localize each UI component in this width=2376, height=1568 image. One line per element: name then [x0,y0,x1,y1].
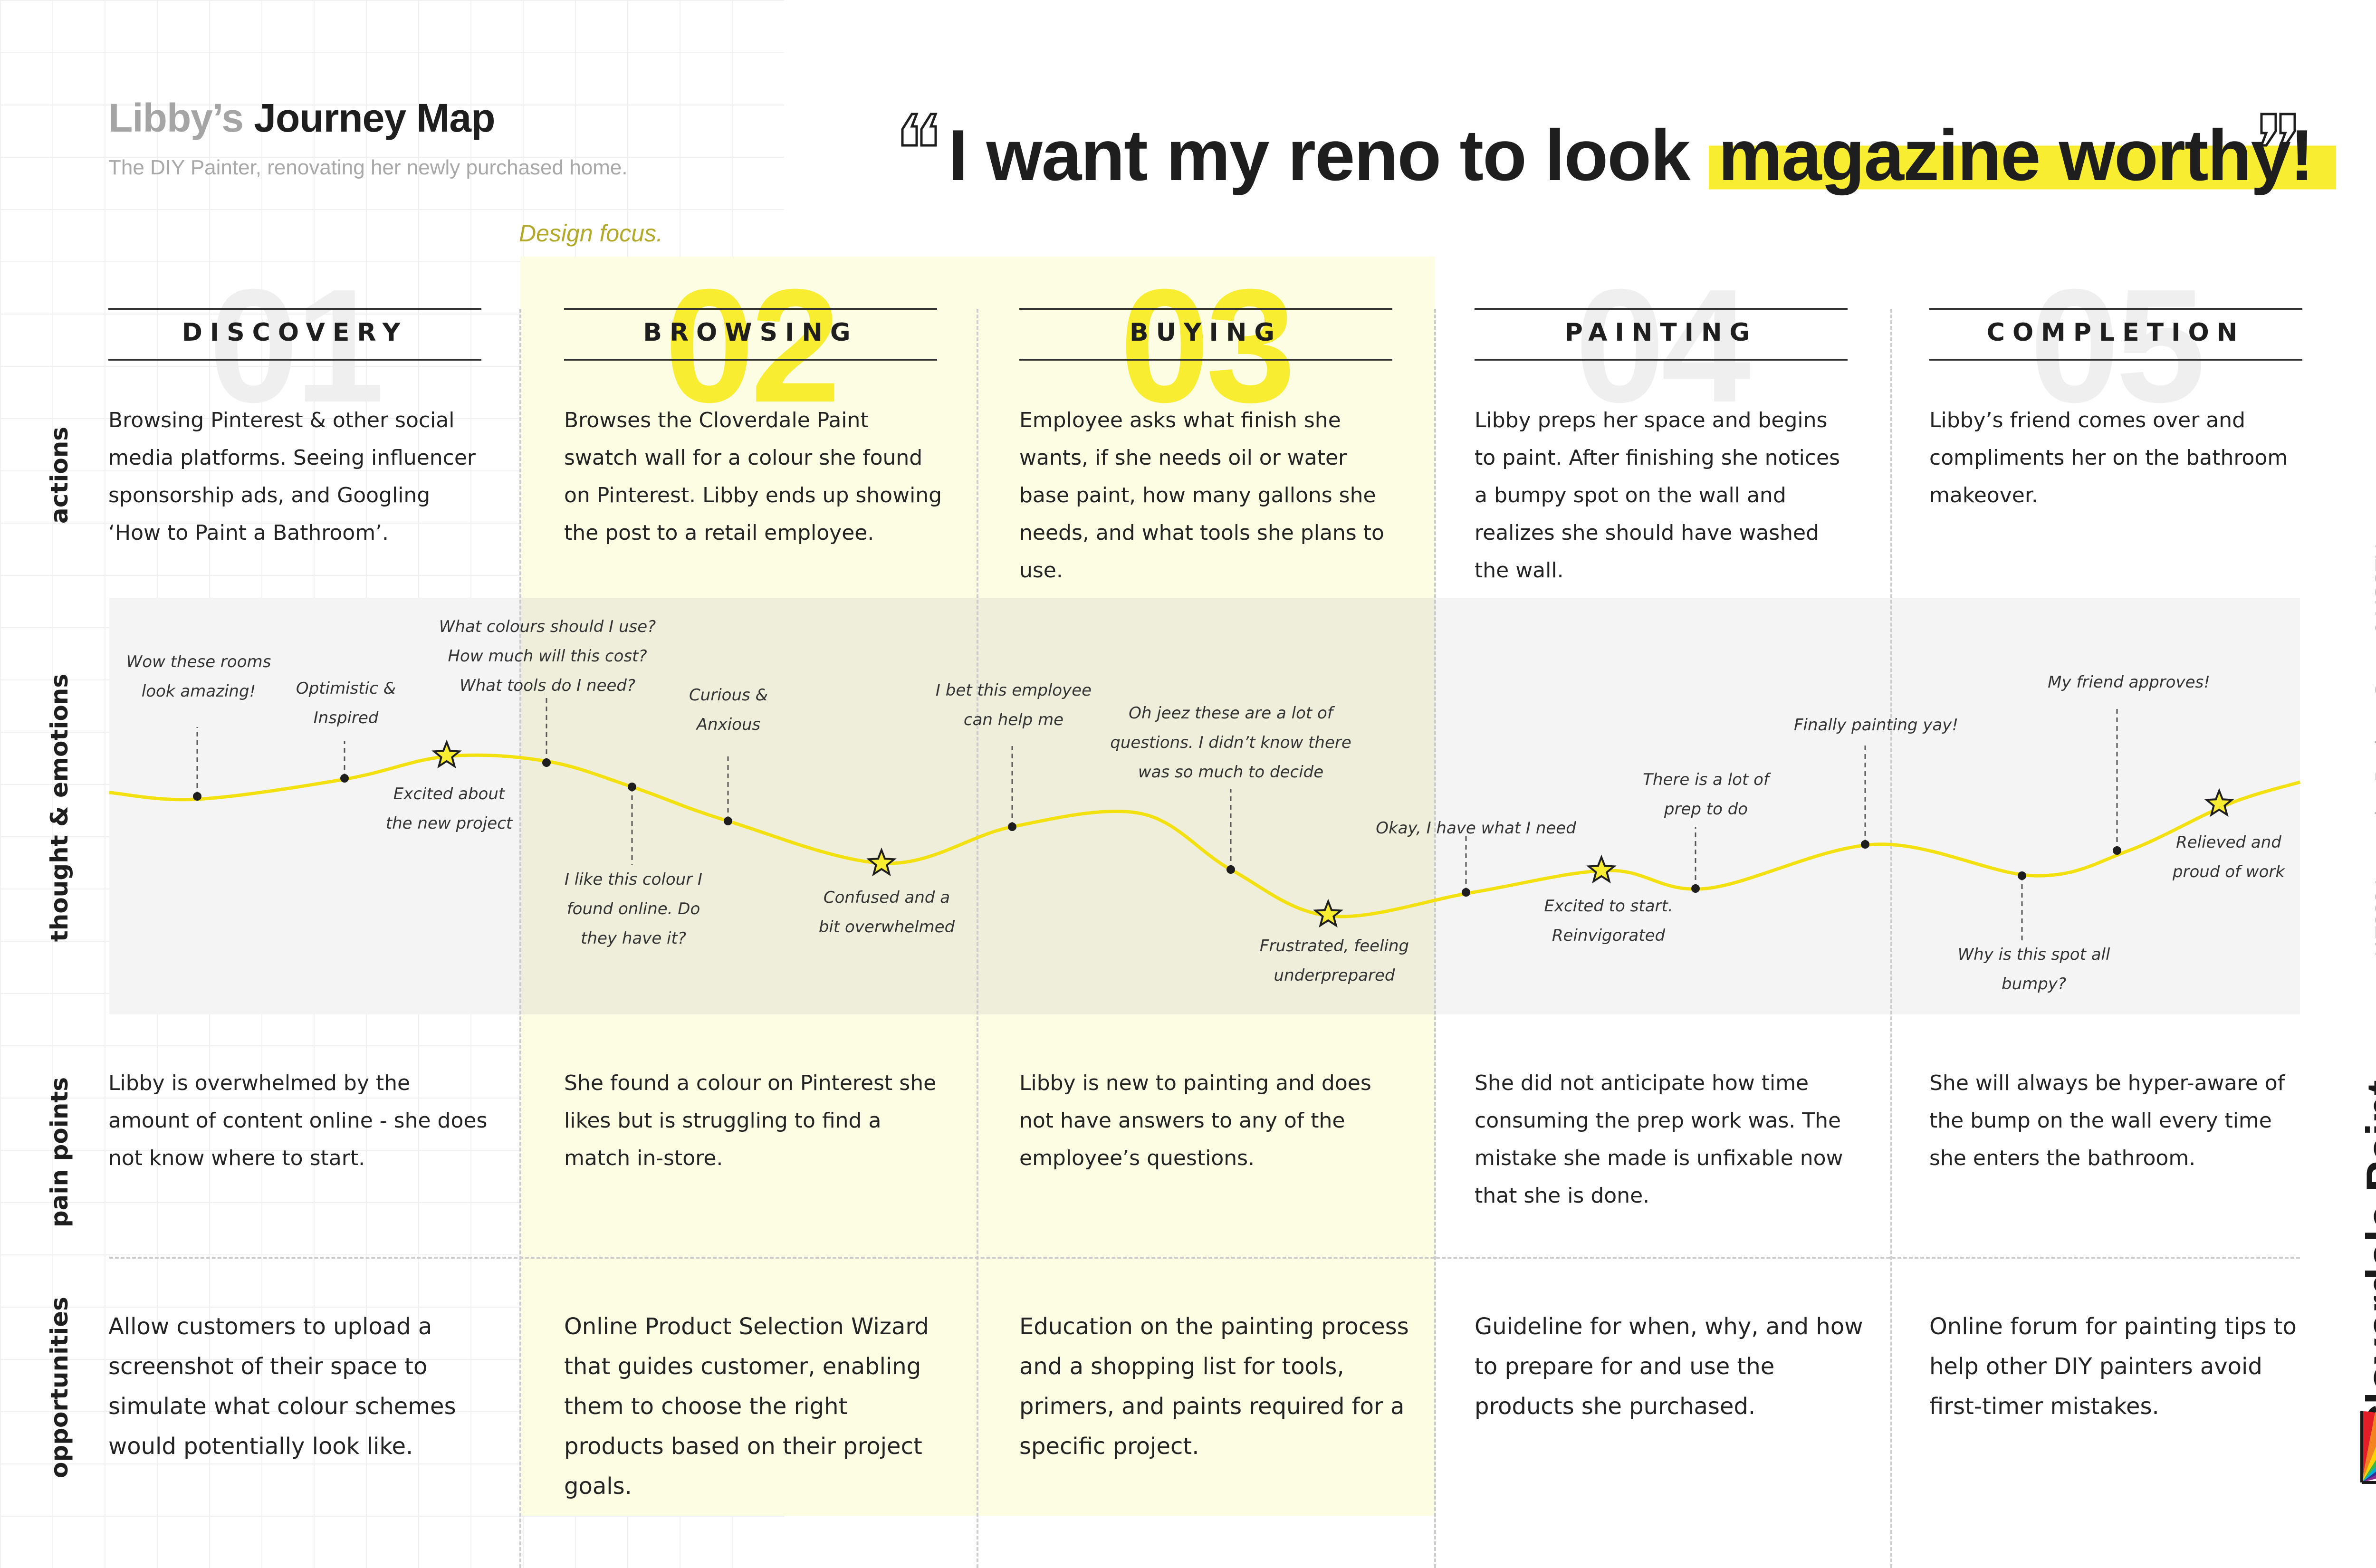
emotion-point [542,758,551,767]
opportunity-buying: Education on the painting process and a … [1019,1313,1409,1460]
stage-header-discovery: 01 DISCOVERY [108,265,481,427]
star-icon [1586,854,1617,884]
stage-number: 05 [2030,256,2205,436]
stage-rule [564,308,937,361]
thought-note: Okay, I have what I need [1376,819,1576,838]
thought-note: Curious & Anxious [689,686,768,734]
emotion-markers [193,694,2234,941]
emotion-point [193,792,201,801]
thought-note: Excited to start. Reinvigorated [1544,897,1673,945]
column-divider [1890,309,1892,1568]
emotion-point [1226,865,1235,874]
column-divider [1434,309,1436,1568]
stage-rule [108,308,481,361]
stage-rule [1475,308,1848,361]
star-icon [866,847,897,877]
thought-note: Finally painting yay! [1793,716,1959,735]
stage-header-buying: 03 BUYING [1019,265,1392,427]
stage-label: COMPLETION [1986,318,2245,347]
page-title: Libby’s Journey Map [108,95,495,141]
pain-discovery: Libby is overwhelmed by the amount of co… [108,1071,488,1170]
thought-note: There is a lot of prep to do [1643,770,1769,819]
stage-rule [1019,308,1392,361]
action-discovery: Browsing Pinterest & other social media … [108,408,476,545]
thought-note: Why is this spot all bumpy? [1957,945,2110,994]
thought-note: Optimistic & Inspired [296,679,396,727]
stage-label: PAINTING [1564,318,1758,347]
thought-note: Wow these rooms look amazing! [126,652,271,701]
emotion-point [724,817,732,825]
course-credit: IAT333 Interaction Design - Group 6 MSST… [2371,545,2376,957]
emotion-point [1462,888,1470,897]
brand-logo-icon [2360,1411,2376,1484]
emotion-point [1691,884,1700,893]
pain-completion: She will always be hyper-aware of the bu… [1929,1071,2285,1170]
opportunity-browsing: Online Product Selection Wizard that gui… [564,1313,929,1500]
action-browsing: Browses the Cloverdale Paint swatch wall… [564,408,942,545]
close-quote-icon [2260,113,2296,147]
emotion-point [2113,846,2121,855]
thought-note: My friend approves! [2048,673,2210,692]
pain-painting: She did not anticipate how time consumin… [1475,1071,1843,1208]
thought-note: I bet this employee can help me [935,681,1092,729]
page-subtitle: The DIY Painter, renovating her newly pu… [108,156,628,179]
open-quote-icon [901,113,938,147]
pain-browsing: She found a colour on Pinterest she like… [564,1071,937,1170]
emotion-point [2018,871,2026,880]
stage-number: 02 [664,256,840,436]
action-buying: Employee asks what finish she wants, if … [1019,408,1384,583]
action-painting: Libby preps her space and begins to pain… [1475,408,1840,583]
star-icon [431,739,462,769]
design-focus-label: Design focus. [519,220,663,247]
opportunity-discovery: Allow customers to upload a screenshot o… [108,1313,456,1460]
emotion-line [109,753,2301,918]
opportunity-painting: Guideline for when, why, and how to prep… [1475,1313,1863,1420]
column-divider [519,309,521,1568]
thought-note: What colours should I use? How much will … [439,617,656,695]
emotion-point [340,774,349,783]
pain-buying: Libby is new to painting and does not ha… [1019,1071,1371,1170]
emotion-point [1861,840,1869,849]
row-divider [109,1257,2300,1259]
title-name: Libby’s [108,96,244,140]
title-rest: Journey Map [254,96,495,140]
star-icon [2204,788,2234,817]
thought-note: Excited about the new project [385,784,513,833]
star-icon [1313,899,1343,928]
stage-number: 03 [1120,256,1295,436]
emotion-point [1008,822,1016,831]
emotion-point [628,783,636,791]
quote-text: I want my reno to look [948,115,1709,196]
stage-rule [1929,308,2302,361]
thought-note: Relieved and proud of work [2172,833,2285,881]
stage-number: 04 [1575,256,1751,436]
stage-header-painting: 04 PAINTING [1475,265,1848,427]
stage-label: BUYING [1129,318,1283,347]
thought-note: Oh jeez these are a lot of questions. I d… [1110,704,1351,782]
stage-number: 01 [209,256,384,436]
stage-label: DISCOVERY [182,318,408,347]
column-divider [977,309,978,1568]
stage-header-completion: 05 COMPLETION [1929,265,2302,427]
opportunity-completion: Online forum for painting tips to help o… [1929,1313,2297,1420]
brand-wordmark: Cloverdale Paint [2357,1080,2376,1438]
stage-header-browsing: 02 BROWSING [564,265,937,427]
thought-note: Confused and a bit overwhelmed [818,888,955,937]
quote-highlight: magazine worthy! [1708,115,2336,196]
hero-quote: I want my reno to look magazine worthy! [948,114,2336,197]
thought-note: Frustrated, feeling underprepared [1259,937,1409,985]
action-completion: Libby’s friend comes over and compliment… [1929,408,2288,507]
stage-label: BROWSING [643,318,858,347]
